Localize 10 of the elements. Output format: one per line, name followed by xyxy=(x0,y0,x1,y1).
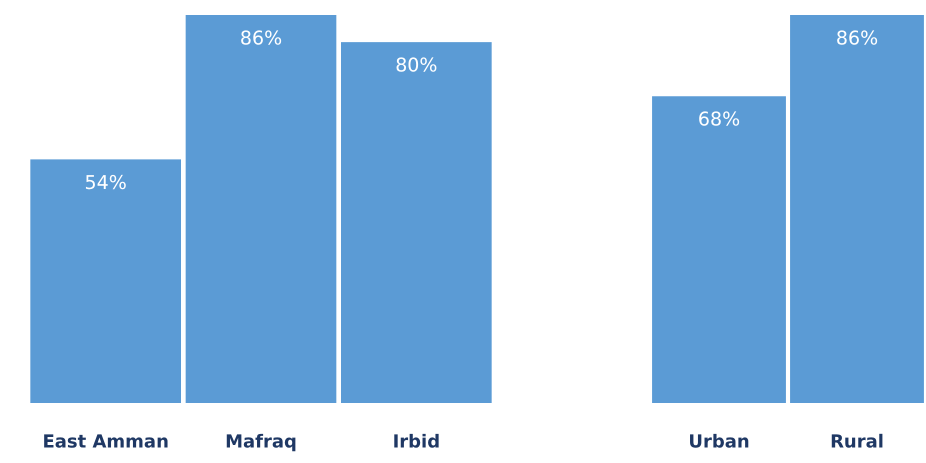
x-tick-label: Urban xyxy=(688,432,750,452)
data-label: 86% xyxy=(836,28,878,50)
x-tick-label: Rural xyxy=(830,432,884,452)
data-label: 68% xyxy=(698,108,740,131)
x-tick-label: East Amman xyxy=(42,432,169,452)
x-tick-label: Irbid xyxy=(392,432,440,452)
data-label: 86% xyxy=(240,28,282,50)
data-label: 54% xyxy=(84,172,127,194)
data-label: 80% xyxy=(395,54,438,77)
x-tick-label: Mafraq xyxy=(225,432,297,452)
